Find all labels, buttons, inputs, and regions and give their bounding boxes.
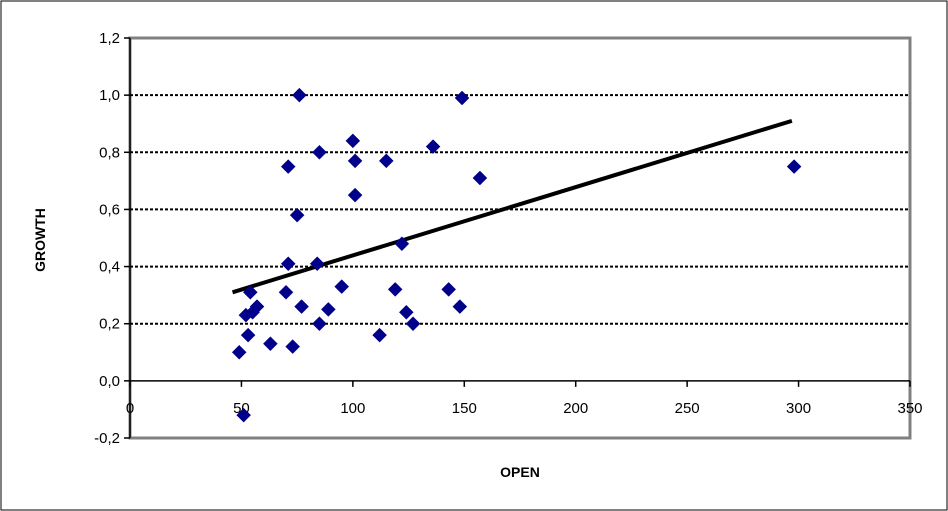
- data-point: [289, 207, 305, 223]
- data-point: [240, 327, 256, 343]
- data-point: [320, 302, 336, 317]
- data-point: [292, 87, 307, 103]
- data-point: [285, 339, 301, 354]
- trendline: [231, 118, 793, 295]
- data-point: [280, 256, 296, 272]
- y-tick-label: 0,6: [99, 201, 120, 218]
- data-point: [394, 236, 410, 252]
- data-point: [452, 299, 468, 314]
- data-point: [405, 316, 421, 332]
- data-point: [334, 279, 350, 294]
- plot-area: [128, 36, 912, 440]
- y-tick-label: 0,4: [99, 259, 120, 276]
- trendline-layer: [231, 118, 793, 295]
- data-point: [312, 316, 327, 332]
- y-tick-label: 1,2: [99, 30, 120, 47]
- axes: -0,20,00,20,40,60,81,01,20 50 100 150 200 250…: [94, 30, 922, 447]
- data-point: [312, 144, 327, 160]
- data-point: [472, 170, 488, 186]
- data-point: [378, 153, 394, 169]
- x-tick-label: 200: [563, 400, 588, 417]
- data-point: [398, 304, 414, 320]
- data-point: [347, 153, 363, 169]
- data-point: [231, 344, 247, 360]
- y-tick-label: 0,0: [99, 373, 120, 390]
- data-point: [309, 256, 325, 272]
- data-point: [249, 299, 265, 314]
- x-axis-title: OPEN: [500, 464, 540, 480]
- data-point: [347, 187, 363, 203]
- x-tick-label: 350: [897, 400, 922, 417]
- data-point: [263, 336, 278, 352]
- y-tick-label: 1,0: [99, 87, 120, 104]
- x-tick-label: 150: [452, 400, 477, 417]
- data-point: [425, 139, 441, 154]
- data-point: [372, 327, 387, 343]
- y-tick-label: 0,2: [99, 316, 120, 333]
- gridlines: [130, 94, 910, 325]
- data-point: [786, 159, 802, 174]
- y-tick-label: -0,2: [94, 430, 120, 447]
- y-tick-label: 0,8: [99, 144, 120, 161]
- data-point: [387, 282, 403, 297]
- data-point: [294, 299, 309, 314]
- data-point: [280, 159, 296, 174]
- x-tick-label: 250: [675, 400, 700, 417]
- data-point: [236, 407, 252, 423]
- y-axis-title: GROWTH: [32, 208, 48, 272]
- data-points: [231, 87, 802, 423]
- data-point: [278, 284, 294, 300]
- data-point: [345, 133, 361, 149]
- x-tick-label: 0: [126, 400, 134, 417]
- data-point: [242, 284, 258, 300]
- x-tick-label: 300: [786, 400, 811, 417]
- data-point: [454, 90, 470, 106]
- data-point: [441, 282, 457, 297]
- x-tick-label: 100: [340, 400, 365, 417]
